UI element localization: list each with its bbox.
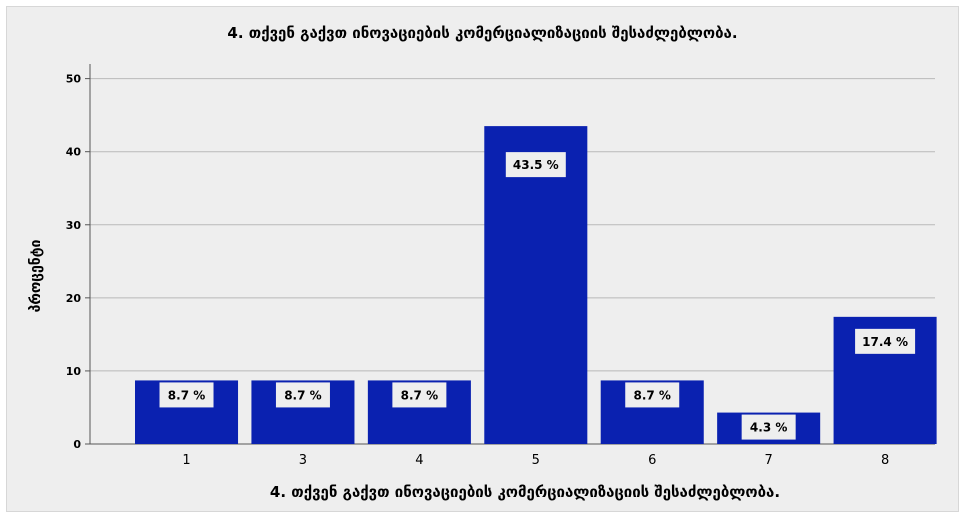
y-tick-label: 0 xyxy=(73,438,81,451)
x-axis-title: 4. თქვენ გაქვთ ინოვაციების კომერციალიზაც… xyxy=(269,483,781,501)
chart-title: 4. თქვენ გაქვთ ინოვაციების კომერციალიზაც… xyxy=(227,24,738,42)
data-label-box xyxy=(505,152,566,178)
x-tick-label: 6 xyxy=(648,453,656,468)
data-label-box xyxy=(275,382,330,408)
data-label: 8.7 % xyxy=(168,388,205,402)
x-tick-label: 1 xyxy=(182,453,190,468)
x-tick-label: 3 xyxy=(299,453,307,468)
x-tick-label: 5 xyxy=(532,453,540,468)
y-tick-label: 40 xyxy=(66,146,82,159)
x-tick-label: 7 xyxy=(765,453,773,468)
data-label-box xyxy=(392,382,447,408)
data-label-box xyxy=(159,382,214,408)
x-tick-label: 4 xyxy=(415,453,423,468)
y-tick-label: 10 xyxy=(66,365,82,378)
y-tick-label: 30 xyxy=(66,219,82,232)
x-tick-label: 8 xyxy=(881,453,889,468)
y-tick-label: 20 xyxy=(66,292,82,305)
data-label: 43.5 % xyxy=(513,158,559,172)
data-label: 8.7 % xyxy=(633,388,670,402)
data-label: 8.7 % xyxy=(284,388,321,402)
data-label: 17.4 % xyxy=(862,335,908,349)
data-label: 8.7 % xyxy=(401,388,438,402)
data-label-box xyxy=(741,414,796,440)
data-label-box xyxy=(855,328,916,354)
bar-5 xyxy=(484,126,588,444)
data-label: 4.3 % xyxy=(750,421,787,435)
y-tick-label: 50 xyxy=(66,73,82,86)
data-label-box xyxy=(625,382,680,408)
